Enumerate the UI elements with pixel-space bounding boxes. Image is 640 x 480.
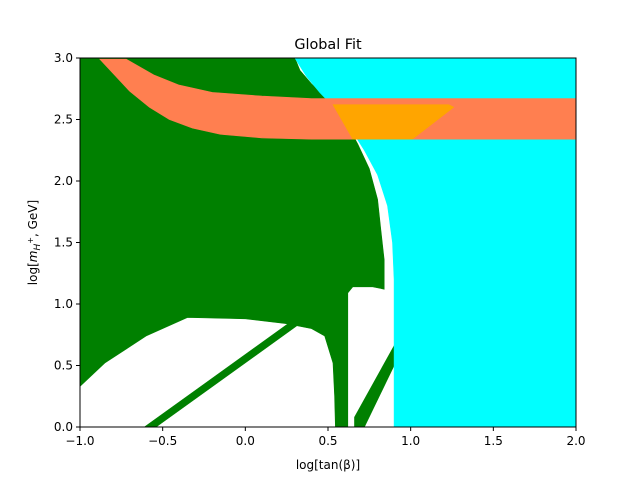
- y-axis-label-prefix: log[: [26, 262, 40, 285]
- x-axis-label: log[tan(β)]: [296, 458, 360, 472]
- y-axis-label-sub: H: [33, 244, 43, 251]
- x-tick-label: −1.0: [65, 434, 94, 448]
- region-orange-overlap: [332, 104, 455, 140]
- y-tick-label: 3.0: [54, 51, 73, 65]
- y-tick-label: 2.5: [54, 113, 73, 127]
- x-tick-label: 1.0: [401, 434, 420, 448]
- y-axis-label-sup: +: [26, 237, 35, 244]
- plot-area: [79, 57, 577, 428]
- regions-layer: [79, 57, 577, 428]
- x-axis-ticks: −1.0 −0.5 0.0 0.5 1.0 1.5 2.0: [65, 427, 586, 448]
- x-tick-label: 0.0: [236, 434, 255, 448]
- x-tick-label: −0.5: [148, 434, 177, 448]
- chart-title: Global Fit: [294, 37, 362, 53]
- x-tick-label: 2.0: [566, 434, 585, 448]
- y-tick-label: 1.0: [54, 297, 73, 311]
- y-axis-label-suffix: , GeV]: [26, 200, 40, 237]
- y-tick-label: 1.5: [54, 236, 73, 250]
- y-axis-ticks: 0.0 0.5 1.0 1.5 2.0 2.5 3.0: [54, 51, 80, 434]
- y-tick-label: 0.0: [54, 420, 73, 434]
- x-tick-label: 1.5: [484, 434, 503, 448]
- y-axis-label-var: m: [26, 251, 40, 263]
- y-axis-label: log[mH+, GeV]: [26, 200, 43, 285]
- y-tick-label: 2.0: [54, 174, 73, 188]
- x-tick-label: 0.5: [318, 434, 337, 448]
- y-tick-label: 0.5: [54, 359, 73, 373]
